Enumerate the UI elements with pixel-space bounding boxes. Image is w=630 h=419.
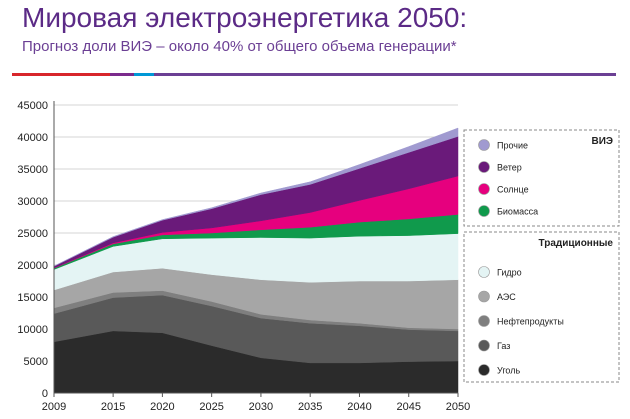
area-series	[53, 127, 459, 394]
x-tick-label: 2015	[101, 401, 125, 413]
legend-label: Уголь	[497, 366, 520, 376]
legend-swatch	[478, 339, 490, 352]
top-bar-segment	[154, 73, 182, 76]
legend-swatch	[478, 161, 490, 173]
legend-swatch	[478, 266, 490, 278]
y-tick-label: 15000	[17, 292, 48, 304]
legend-label: Прочие	[497, 141, 528, 151]
legend-group-title: Традиционные	[539, 238, 614, 249]
legend-box	[463, 129, 620, 227]
legend-box	[463, 231, 620, 383]
legend-label: Биомасса	[497, 207, 538, 217]
y-tick-label: 35000	[17, 164, 48, 176]
x-tick-label: 2020	[150, 401, 174, 413]
legend-label: Гидро	[497, 268, 522, 278]
axes: 0 5000 10000 15000 20000 25000 30000 35000 40000…	[17, 100, 470, 413]
legend-swatch	[478, 183, 490, 195]
top-bar-segment	[110, 73, 134, 76]
legend: ВИЭ Прочие Ветер Солнце Биомасса Традиционные…	[463, 129, 620, 383]
page-title: Мировая электроэнергетика 2050:	[22, 2, 468, 33]
top-bar-segment	[182, 73, 616, 76]
legend-swatch	[478, 139, 490, 151]
y-tick-label: 25000	[17, 228, 48, 240]
y-tick-label: 40000	[17, 132, 48, 144]
legend-group-title: ВИЭ	[591, 136, 613, 147]
x-tick-label: 2050	[446, 401, 470, 413]
top-bar-segment	[134, 73, 154, 76]
x-tick-label: 2040	[347, 401, 371, 413]
top-color-bar	[12, 73, 616, 76]
legend-label: Нефтепродукты	[497, 317, 564, 327]
x-tick-label: 2009	[42, 401, 66, 413]
legend-swatch	[478, 205, 490, 217]
legend-label: Газ	[497, 341, 510, 351]
y-tick-label: 10000	[17, 324, 48, 336]
x-tick-label: 2045	[396, 401, 420, 413]
area-Прочие	[53, 127, 459, 267]
x-tick-label: 2025	[199, 401, 223, 413]
y-tick-label: 5000	[24, 356, 48, 368]
legend-label: Ветер	[497, 163, 522, 173]
legend-swatch	[478, 364, 490, 376]
y-tick-label: 30000	[17, 196, 48, 208]
x-tick-label: 2030	[249, 401, 273, 413]
y-tick-label: 45000	[17, 100, 48, 112]
y-tick-label: 20000	[17, 260, 48, 272]
y-tick-label: 0	[42, 388, 48, 400]
x-tick-label: 2035	[298, 401, 322, 413]
legend-swatch	[478, 290, 490, 303]
legend-swatch	[478, 315, 490, 327]
top-bar-segment	[12, 73, 110, 76]
page-subtitle: Прогноз доли ВИЭ – около 40% от общего о…	[22, 38, 457, 55]
legend-label: Солнце	[497, 185, 529, 195]
legend-label: АЭС	[497, 292, 516, 302]
